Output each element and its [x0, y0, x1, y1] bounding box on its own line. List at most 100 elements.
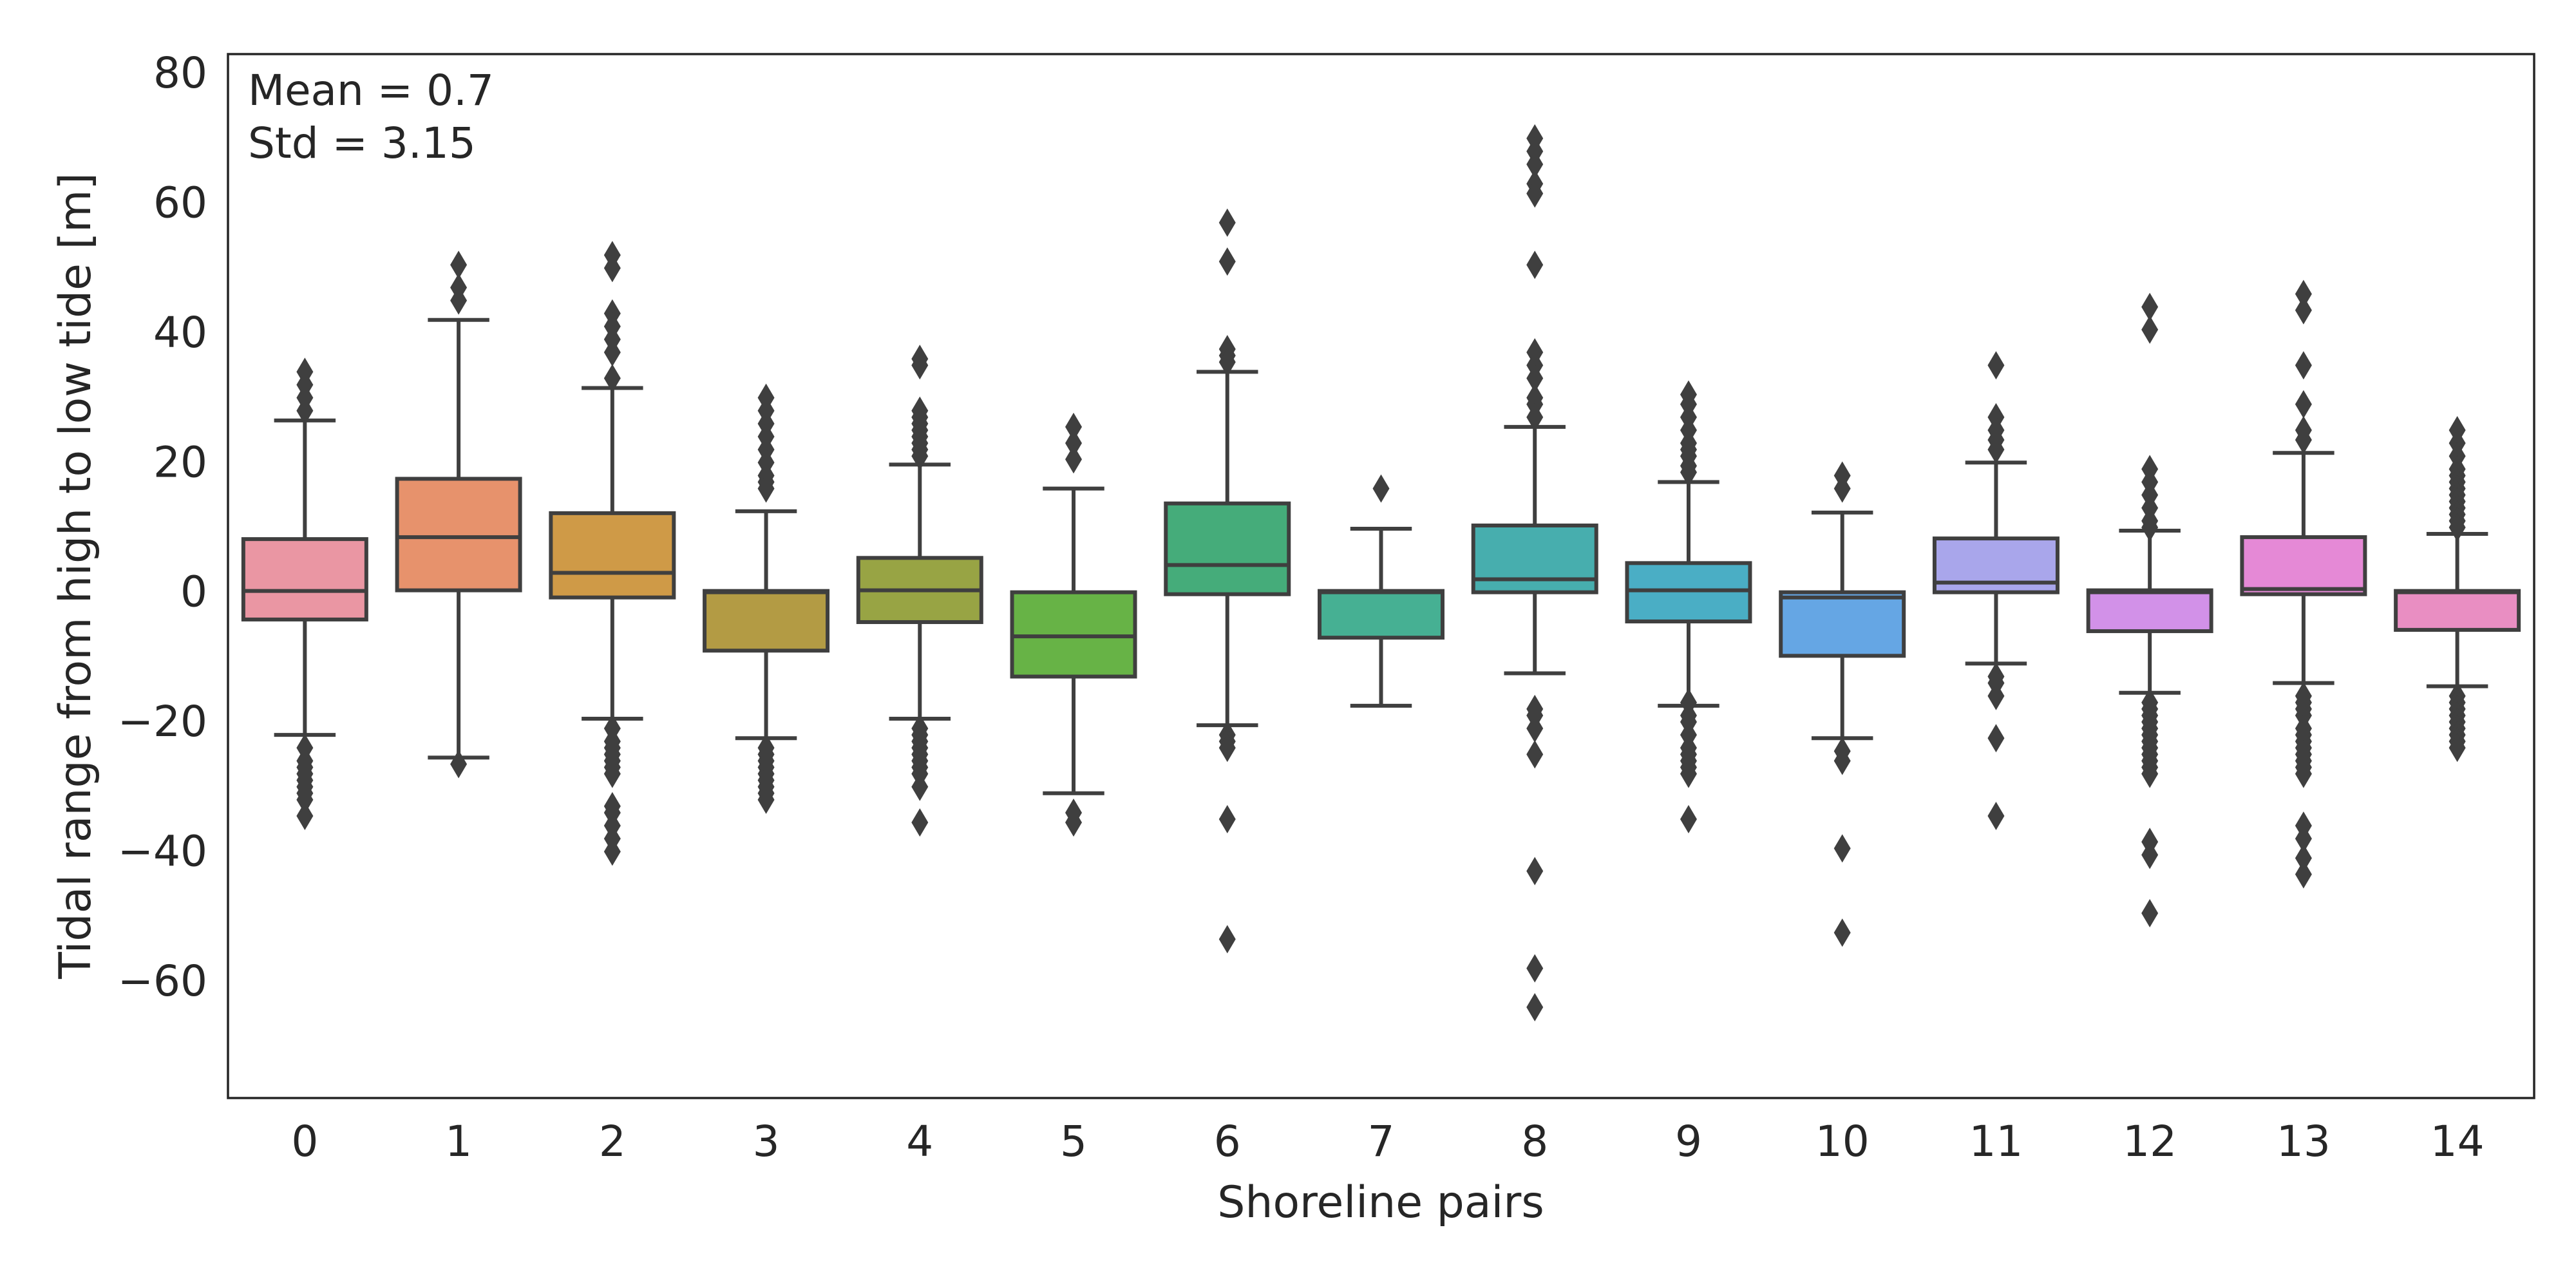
outlier-point	[603, 338, 621, 367]
outlier-point	[2448, 513, 2466, 542]
outlier-point	[757, 474, 775, 503]
outlier-point	[1987, 802, 2005, 831]
outlier-point	[450, 286, 468, 315]
outlier-point	[1218, 348, 1236, 377]
box-group-6	[1164, 208, 1291, 954]
outlier-point	[296, 802, 314, 831]
x-tick-label: 2	[599, 1117, 626, 1166]
box-group-5	[1010, 412, 1137, 837]
x-tick-label: 12	[2123, 1117, 2177, 1166]
x-tick-label: 7	[1368, 1117, 1395, 1166]
y-tick-label: −60	[118, 956, 207, 1006]
outlier-point	[1833, 918, 1851, 947]
outlier-point	[911, 772, 929, 801]
box-group-3	[703, 383, 830, 814]
box-group-14	[2394, 415, 2521, 762]
outlier-point	[1065, 412, 1083, 441]
outlier-point	[1680, 759, 1697, 788]
outlier-point	[1065, 429, 1083, 458]
plot-frame	[227, 53, 2535, 1099]
box-group-7	[1318, 474, 1444, 708]
x-tick-label: 13	[2277, 1117, 2331, 1166]
outlier-point	[1987, 724, 2005, 753]
y-tick-label: −40	[118, 826, 207, 876]
y-tick-label: 60	[153, 178, 207, 228]
outlier-point	[1526, 251, 1544, 279]
outlier-point	[1065, 445, 1083, 474]
y-axis-ticks: 80 60 40 20 0 −20 −40 −60	[118, 48, 207, 1006]
outlier-point	[2141, 840, 2159, 869]
x-tick-label: 3	[753, 1117, 780, 1166]
annotation-mean: Mean = 0.7	[248, 66, 494, 115]
outlier-point	[1526, 714, 1544, 743]
annotation-std: Std = 3.15	[248, 118, 476, 168]
x-tick-label: 14	[2430, 1117, 2485, 1166]
outlier-point	[1218, 208, 1236, 237]
y-tick-label: 80	[153, 48, 207, 98]
outlier-point	[1526, 740, 1544, 769]
outlier-point	[911, 442, 929, 471]
outlier-point	[2141, 315, 2159, 344]
x-tick-label: 9	[1675, 1117, 1702, 1166]
outlier-point	[603, 364, 621, 393]
box-group-1	[395, 251, 522, 779]
box	[1164, 501, 1291, 596]
outlier-point	[1526, 364, 1544, 393]
box-group-10	[1779, 461, 1906, 947]
outlier-point	[2295, 426, 2312, 455]
box	[2240, 535, 2367, 596]
outlier-point	[1833, 746, 1851, 775]
outlier-point	[1526, 993, 1544, 1022]
outlier-point	[603, 254, 621, 283]
outlier-point	[1987, 681, 2005, 710]
outlier-point	[2141, 759, 2159, 788]
box	[2086, 588, 2213, 634]
box-group-11	[1932, 351, 2060, 831]
box-group-2	[549, 241, 676, 866]
outlier-point	[603, 759, 621, 788]
x-tick-label: 1	[445, 1117, 472, 1166]
box	[1779, 590, 1906, 658]
box	[395, 477, 522, 592]
outlier-point	[1680, 805, 1697, 834]
outlier-point	[2295, 351, 2312, 380]
outlier-point	[2295, 824, 2312, 853]
y-tick-label: 40	[153, 308, 207, 357]
y-tick-label: −20	[118, 697, 207, 746]
outlier-point	[2141, 292, 2159, 321]
outlier-point	[2295, 844, 2312, 873]
outlier-point	[1526, 857, 1544, 886]
outlier-point	[2295, 390, 2312, 419]
x-axis-label: Shoreline pairs	[1217, 1177, 1544, 1228]
outlier-point	[1526, 402, 1544, 431]
outlier-point	[911, 808, 929, 837]
box-group-4	[856, 345, 983, 837]
box	[703, 589, 830, 653]
outlier-point	[1218, 925, 1236, 954]
outlier-point	[450, 251, 468, 279]
outlier-point	[603, 837, 621, 866]
outlier-point	[1833, 474, 1851, 503]
outlier-point	[450, 750, 468, 779]
outlier-point	[296, 785, 314, 814]
box	[1010, 590, 1137, 679]
x-tick-label: 8	[1521, 1117, 1548, 1166]
x-tick-label: 11	[1969, 1117, 2023, 1166]
box	[241, 537, 368, 621]
x-tick-label: 5	[1060, 1117, 1087, 1166]
outlier-point	[1833, 834, 1851, 863]
x-axis-ticks: 0 1 2 3 4 5 6 7 8 9 10 11 12 13 14	[291, 1117, 2484, 1166]
box-group-8	[1471, 124, 1598, 1022]
y-tick-label: 20	[153, 437, 207, 487]
outlier-point	[1218, 247, 1236, 276]
outlier-point	[296, 396, 314, 425]
outlier-point	[2141, 899, 2159, 928]
box	[1625, 561, 1752, 623]
x-tick-label: 0	[291, 1117, 318, 1166]
outlier-point	[2295, 860, 2312, 889]
x-tick-label: 6	[1214, 1117, 1241, 1166]
outlier-point	[2448, 734, 2466, 762]
box-group-9	[1625, 380, 1752, 834]
box	[2394, 589, 2521, 632]
box	[549, 511, 676, 600]
